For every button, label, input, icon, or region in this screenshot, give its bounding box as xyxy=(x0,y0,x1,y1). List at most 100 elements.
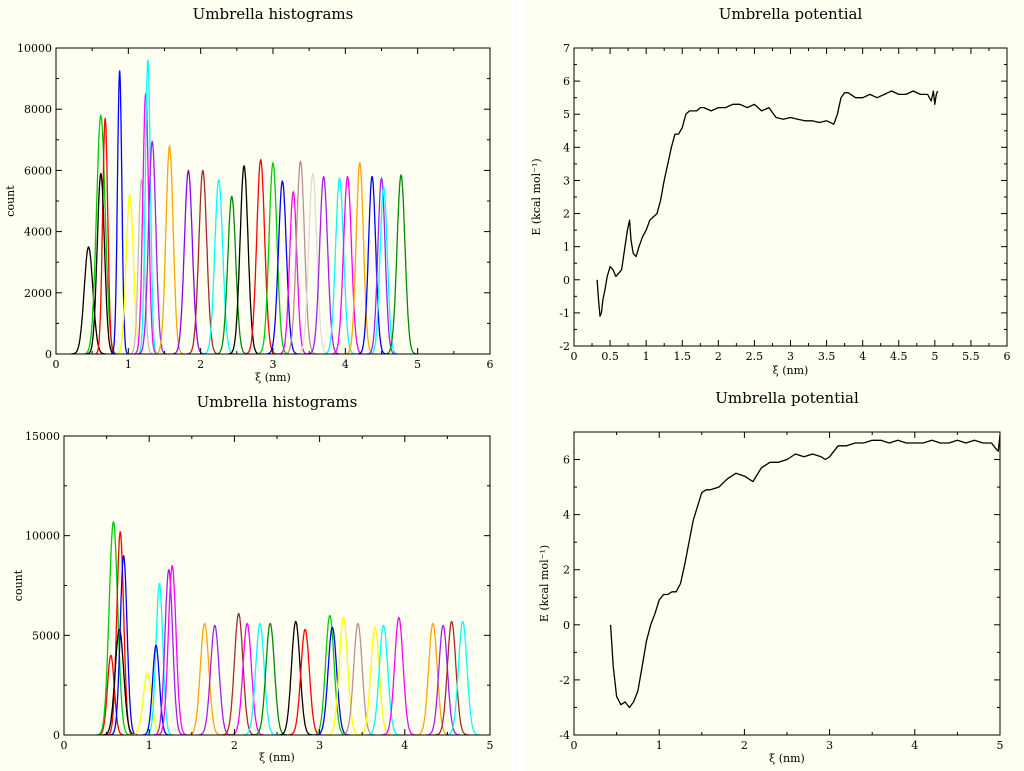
series-line-7 xyxy=(145,582,174,735)
y-tick-label: 6000 xyxy=(24,164,52,177)
series-line-22 xyxy=(340,622,376,735)
series-line-18 xyxy=(287,628,323,735)
y-tick-label: 6 xyxy=(563,454,570,467)
series-line-28 xyxy=(366,177,397,354)
chart-3: 0 1 2 3 4 5 0 5000 10000 15000 Umbrella histograms… xyxy=(12,393,494,764)
series-line-10 xyxy=(137,140,167,354)
y-tick-label: 0 xyxy=(563,274,570,287)
series-line-27 xyxy=(425,624,461,735)
y-tick-label: 7 xyxy=(563,42,570,55)
series-line-1 xyxy=(71,246,107,354)
axes-frame xyxy=(573,47,1008,347)
series-line-15 xyxy=(242,622,278,735)
y-tick-label: 5000 xyxy=(32,629,60,642)
x-tick-label: 5 xyxy=(487,739,494,752)
x-tick-label: 4 xyxy=(911,739,918,752)
y-tick-label: 4000 xyxy=(24,226,52,239)
series-line-23 xyxy=(357,626,393,735)
series-line-17 xyxy=(244,159,277,354)
y-tick-label: -2 xyxy=(559,340,570,353)
series-line-21 xyxy=(284,160,317,354)
x-tick-label: 2.5 xyxy=(746,350,764,363)
x-tick-label: 4.5 xyxy=(890,350,908,363)
series-line-9 xyxy=(137,59,159,354)
y-tick-label: 3 xyxy=(563,174,570,187)
x-tick-label: 1 xyxy=(146,739,153,752)
y-tick-label: 2000 xyxy=(24,287,52,300)
x-tick-label: 4 xyxy=(401,739,408,752)
series-line-21 xyxy=(326,616,361,735)
x-tick-label: 1.5 xyxy=(674,350,692,363)
x-tick-label: 3 xyxy=(826,739,833,752)
y-tick-label: 4 xyxy=(563,141,570,154)
y-tick-label: 0 xyxy=(563,619,570,632)
y-tick-label: -1 xyxy=(559,307,570,320)
series-line-4 xyxy=(86,172,116,354)
y-tick-label: -2 xyxy=(559,674,570,687)
x-tick-label: 2 xyxy=(197,358,204,371)
series-line-14 xyxy=(202,178,235,354)
series-line-25 xyxy=(331,175,364,354)
series-line-20 xyxy=(315,626,350,735)
series-line-5 xyxy=(110,70,129,354)
x-tick-label: 6 xyxy=(487,358,494,371)
series-line-26 xyxy=(345,162,375,354)
chart-2: 0 0.5 1 1.5 2 2.5 3 3.5 4 4.5 5 5.5 6 -2 -1 0 1 2 3 4 5 6 7 Umb… xyxy=(530,5,1011,377)
x-tick-label: 5 xyxy=(931,350,938,363)
x-axis-label: ξ (nm) xyxy=(259,751,295,764)
y-tick-label: 8000 xyxy=(24,103,52,116)
y-tick-label: 10000 xyxy=(25,530,60,543)
y-tick-label: 15000 xyxy=(25,430,60,443)
chart-title: Umbrella histograms xyxy=(193,5,354,23)
x-tick-label: 0 xyxy=(53,358,60,371)
x-tick-label: 4 xyxy=(859,350,866,363)
series-line-12 xyxy=(172,169,205,354)
y-tick-label: 5 xyxy=(563,108,570,121)
x-tick-label: 5 xyxy=(997,739,1004,752)
plot-area xyxy=(96,521,480,735)
y-tick-label: 4 xyxy=(563,509,570,522)
series-line-11 xyxy=(154,145,185,354)
x-axis-label: ξ (nm) xyxy=(773,364,809,377)
x-axis-label: ξ (nm) xyxy=(255,371,291,384)
x-tick-label: 0 xyxy=(61,739,68,752)
series-line-1 xyxy=(596,90,939,317)
plot-area xyxy=(71,59,418,354)
series-line-23 xyxy=(307,175,340,354)
y-axis-label: E (kcal mol⁻¹) xyxy=(538,545,551,622)
chart-title: Umbrella potential xyxy=(715,389,859,407)
series-line-30 xyxy=(384,174,418,354)
x-tick-label: 2 xyxy=(741,739,748,752)
x-tick-label: 0 xyxy=(571,350,578,363)
series-line-13 xyxy=(186,169,219,354)
series-line-8 xyxy=(142,644,170,735)
series-line-10 xyxy=(156,564,188,735)
plot-area xyxy=(609,434,1000,709)
series-line-5 xyxy=(109,554,138,735)
series-line-19 xyxy=(266,180,299,354)
x-tick-label: 0 xyxy=(571,739,578,752)
series-line-2 xyxy=(96,521,131,735)
series-line-29 xyxy=(445,620,480,735)
series-line-16 xyxy=(228,165,261,354)
series-line-25 xyxy=(381,616,417,735)
series-line-1 xyxy=(97,654,125,735)
x-tick-label: 5 xyxy=(414,358,421,371)
y-axis-label: E (kcal mol⁻¹) xyxy=(530,158,543,235)
series-line-7 xyxy=(129,178,154,354)
x-tick-label: 3 xyxy=(316,739,323,752)
x-tick-label: 3.5 xyxy=(818,350,836,363)
y-tick-label: 2 xyxy=(563,208,570,221)
series-line-24 xyxy=(366,624,401,735)
y-tick-label: 1 xyxy=(563,241,570,254)
series-line-1 xyxy=(609,434,1000,709)
y-tick-label: 2 xyxy=(563,564,570,577)
y-tick-label: 0 xyxy=(45,348,52,361)
x-tick-label: 2 xyxy=(715,350,722,363)
series-line-13 xyxy=(221,612,256,735)
axes-frame xyxy=(63,435,491,736)
chart-title: Umbrella potential xyxy=(719,5,863,23)
y-tick-label: 10000 xyxy=(17,42,52,55)
x-tick-label: 1 xyxy=(125,358,132,371)
